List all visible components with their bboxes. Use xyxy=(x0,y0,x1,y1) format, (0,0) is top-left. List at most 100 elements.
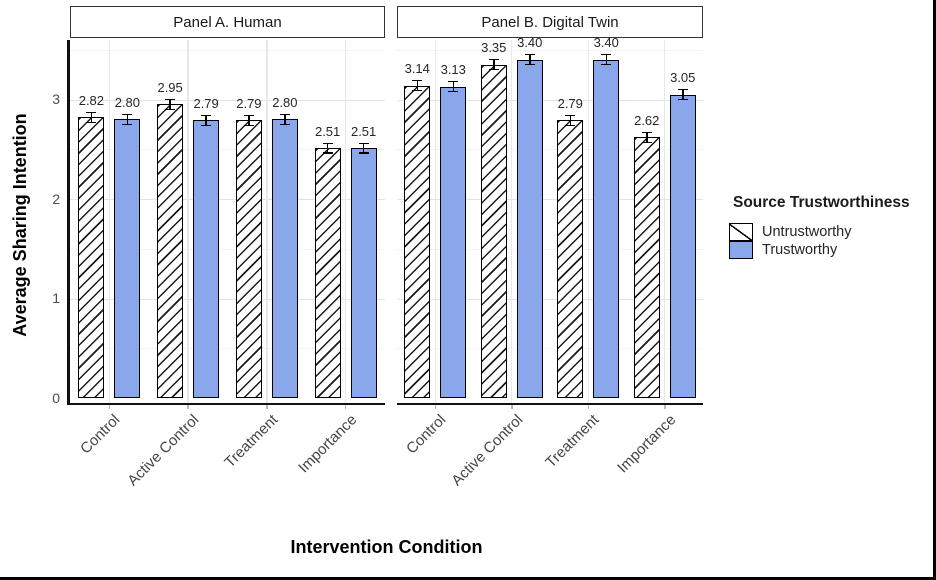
bar-untrustworthy xyxy=(314,148,341,398)
error-bar xyxy=(284,114,286,125)
error-bar xyxy=(605,54,607,65)
bar-untrustworthy xyxy=(78,117,105,398)
bar-value-label: 2.80 xyxy=(114,94,141,110)
error-bar-cap xyxy=(641,131,652,134)
error-bar-cap xyxy=(243,114,254,117)
facet-strip: Panel A. Human xyxy=(70,6,385,38)
bar-trustworthy xyxy=(350,148,377,398)
bar-value-label: 2.79 xyxy=(193,95,219,111)
legend-item-trustworthy: Trustworthy xyxy=(729,241,932,259)
y-axis-title: Average Sharing Intention xyxy=(10,113,30,337)
gridline-minor xyxy=(70,248,385,250)
y-tick-label: 1 xyxy=(52,290,60,306)
y-tick-label: 3 xyxy=(52,91,60,107)
bar-trustworthy xyxy=(593,59,620,398)
bar-untrustworthy xyxy=(404,85,431,398)
error-bar-cap xyxy=(279,123,290,126)
gridline-major xyxy=(70,199,385,201)
error-bar-cap xyxy=(279,113,290,116)
bar-trustworthy xyxy=(193,120,220,398)
gridline-major xyxy=(70,99,385,101)
gridline-vertical xyxy=(187,40,189,403)
x-tick xyxy=(108,405,111,410)
bar-value-label: 3.40 xyxy=(593,35,619,51)
bar-value-label: 2.79 xyxy=(557,95,583,111)
gridline-minor xyxy=(397,149,703,151)
x-axis-line xyxy=(397,402,703,406)
x-tick xyxy=(266,405,268,410)
bar-value-label: 2.62 xyxy=(634,112,660,128)
x-tick xyxy=(664,405,666,410)
legend: Source Trustworthiness Untrustworthy Tru… xyxy=(727,194,932,259)
legend-item-label: Untrustworthy xyxy=(762,224,852,240)
bar-value-label: 3.05 xyxy=(670,70,696,86)
bar-value-label: 2.51 xyxy=(314,123,341,139)
error-bar-cap xyxy=(322,152,333,154)
bar-value-label: 2.79 xyxy=(236,95,262,111)
gridline-vertical xyxy=(108,40,111,403)
gridline-minor xyxy=(70,149,385,151)
error-bar-cap xyxy=(322,142,333,145)
error-bar xyxy=(646,132,648,143)
error-bar-cap xyxy=(524,63,535,66)
bar-value-label: 3.40 xyxy=(517,35,543,51)
gridline-major xyxy=(397,199,703,201)
error-bar-cap xyxy=(412,89,423,92)
error-bar-cap xyxy=(243,124,254,127)
bar-untrustworthy xyxy=(480,64,507,398)
gridline-minor xyxy=(70,49,385,51)
y-axis-line xyxy=(67,40,70,406)
x-tick xyxy=(587,405,589,410)
error-bar xyxy=(452,81,454,92)
bar-value-label: 2.82 xyxy=(78,92,105,108)
y-tick-label: 0 xyxy=(52,389,60,406)
bar-trustworthy xyxy=(440,86,467,398)
bar-trustworthy xyxy=(114,119,141,398)
error-bar-cap xyxy=(601,63,612,66)
bar-value-label: 3.14 xyxy=(404,61,430,77)
error-bar-cap xyxy=(201,114,212,117)
error-bar xyxy=(326,143,329,154)
gridline-vertical xyxy=(266,40,268,403)
error-bar xyxy=(362,143,365,154)
gridline-minor xyxy=(397,348,703,350)
error-bar xyxy=(416,80,418,91)
bar-value-label: 3.13 xyxy=(440,62,466,78)
x-axis-line xyxy=(67,402,385,406)
error-bar xyxy=(126,114,129,125)
bar-untrustworthy xyxy=(557,120,584,398)
hatched-swatch-icon xyxy=(729,223,753,241)
error-bar-cap xyxy=(565,114,576,117)
error-bar xyxy=(569,115,571,126)
gridline-major xyxy=(397,298,703,300)
error-bar-cap xyxy=(122,113,133,116)
error-bar-cap xyxy=(86,121,97,124)
bar-value-label: 2.95 xyxy=(157,80,183,95)
error-bar xyxy=(169,99,171,110)
x-axis-title: Intervention Condition xyxy=(290,537,483,557)
x-tick xyxy=(434,405,436,410)
error-bar-cap xyxy=(412,79,423,82)
error-bar-cap xyxy=(677,98,688,101)
error-bar-cap xyxy=(86,111,97,114)
error-bar-cap xyxy=(448,80,459,83)
blue-swatch-icon xyxy=(729,241,753,259)
gridline-vertical xyxy=(587,40,589,403)
error-bar-cap xyxy=(524,53,535,56)
x-tick xyxy=(344,405,347,410)
error-bar-cap xyxy=(201,124,212,127)
bar-trustworthy xyxy=(516,59,543,398)
bar-untrustworthy xyxy=(235,120,262,398)
error-bar-cap xyxy=(165,108,176,111)
facet-strip: Panel B. Digital Twin xyxy=(397,6,703,38)
x-tick xyxy=(187,405,189,410)
gridline-minor xyxy=(397,248,703,250)
error-bar-cap xyxy=(122,123,133,126)
bar-untrustworthy xyxy=(157,104,184,398)
gridline-vertical xyxy=(344,40,347,403)
error-bar-cap xyxy=(358,152,369,154)
gridline-vertical xyxy=(434,40,436,403)
error-bar-cap xyxy=(601,53,612,56)
error-bar xyxy=(493,59,495,70)
bar-value-label: 2.51 xyxy=(350,123,377,139)
